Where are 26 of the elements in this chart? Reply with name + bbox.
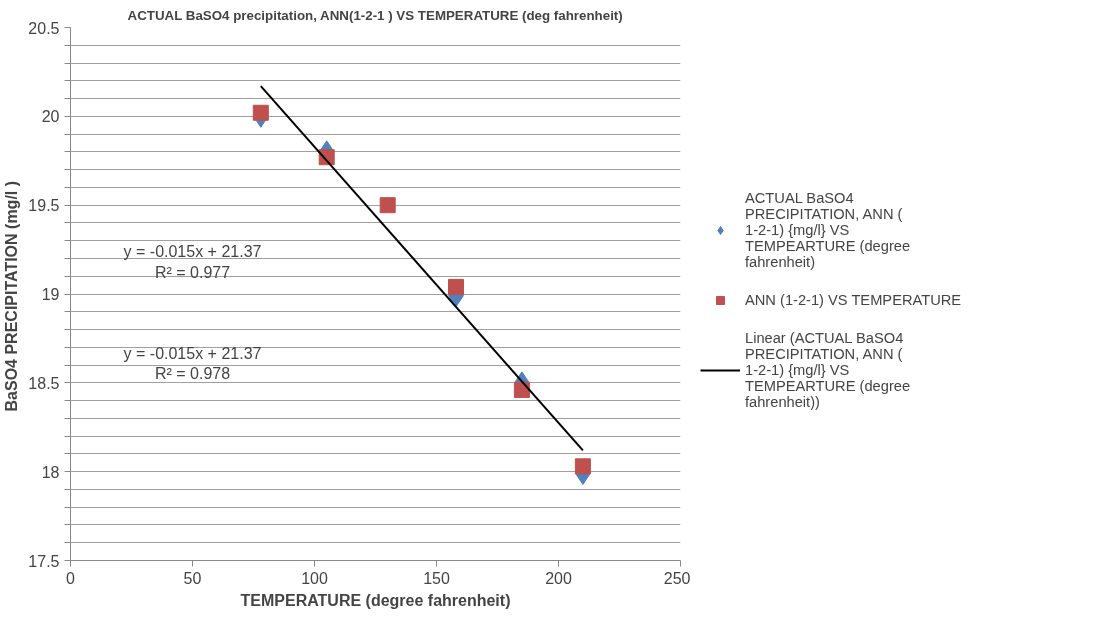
annotation: y = -0.015x + 21.37 R² = 0.978 (123, 344, 262, 382)
y-tick-label: 18.5 (28, 374, 60, 392)
point (448, 278, 465, 295)
annotation: y = -0.015x + 21.37 R² = 0.977 (123, 243, 262, 281)
legend-label: Linear (ACTUAL BaSO4 PRECIPITATION, ANN ( 1-2-1) {mg/l} VS TEMPEARTURE (degree fahrenheit)) (745, 330, 911, 410)
point (252, 104, 269, 121)
x-axis-title: TEMPERATURE (degree fahrenheit) (240, 591, 511, 609)
x-tick-label: 150 (423, 569, 450, 587)
x-tick-label: 0 (66, 569, 76, 587)
y-tick-label: 19 (41, 286, 60, 303)
x-tick-label: 50 (183, 569, 202, 587)
y-axis-title: BaSO4 PRECIPITATION (mg/l ) (3, 180, 21, 412)
chart-title: ACTUAL BaSO4 precipitation, ANN(1-2-1 ) VS TEMPERATURE (deg fahrenheit) (127, 7, 623, 23)
x-tick-label: 200 (545, 569, 572, 587)
y-tick-label: 18 (41, 463, 60, 481)
x-tick-label: 250 (663, 569, 691, 587)
x-tick-label: 100 (301, 569, 328, 587)
legend-label: ANN (1-2-1) VS TEMPERATURE (745, 291, 962, 309)
y-tick-label: 17.5 (28, 552, 60, 570)
y-tick-label: 20 (41, 108, 60, 126)
point (574, 458, 591, 475)
legend-label: ACTUAL BaSO4 PRECIPITATION, ANN ( 1-2-1) {mg/l} VS TEMPEARTURE (degree fahrenheit) (745, 190, 911, 270)
point (379, 197, 396, 214)
y-tick-label: 20.5 (28, 19, 60, 37)
y-tick-label: 19.5 (28, 197, 60, 215)
point (513, 381, 530, 398)
